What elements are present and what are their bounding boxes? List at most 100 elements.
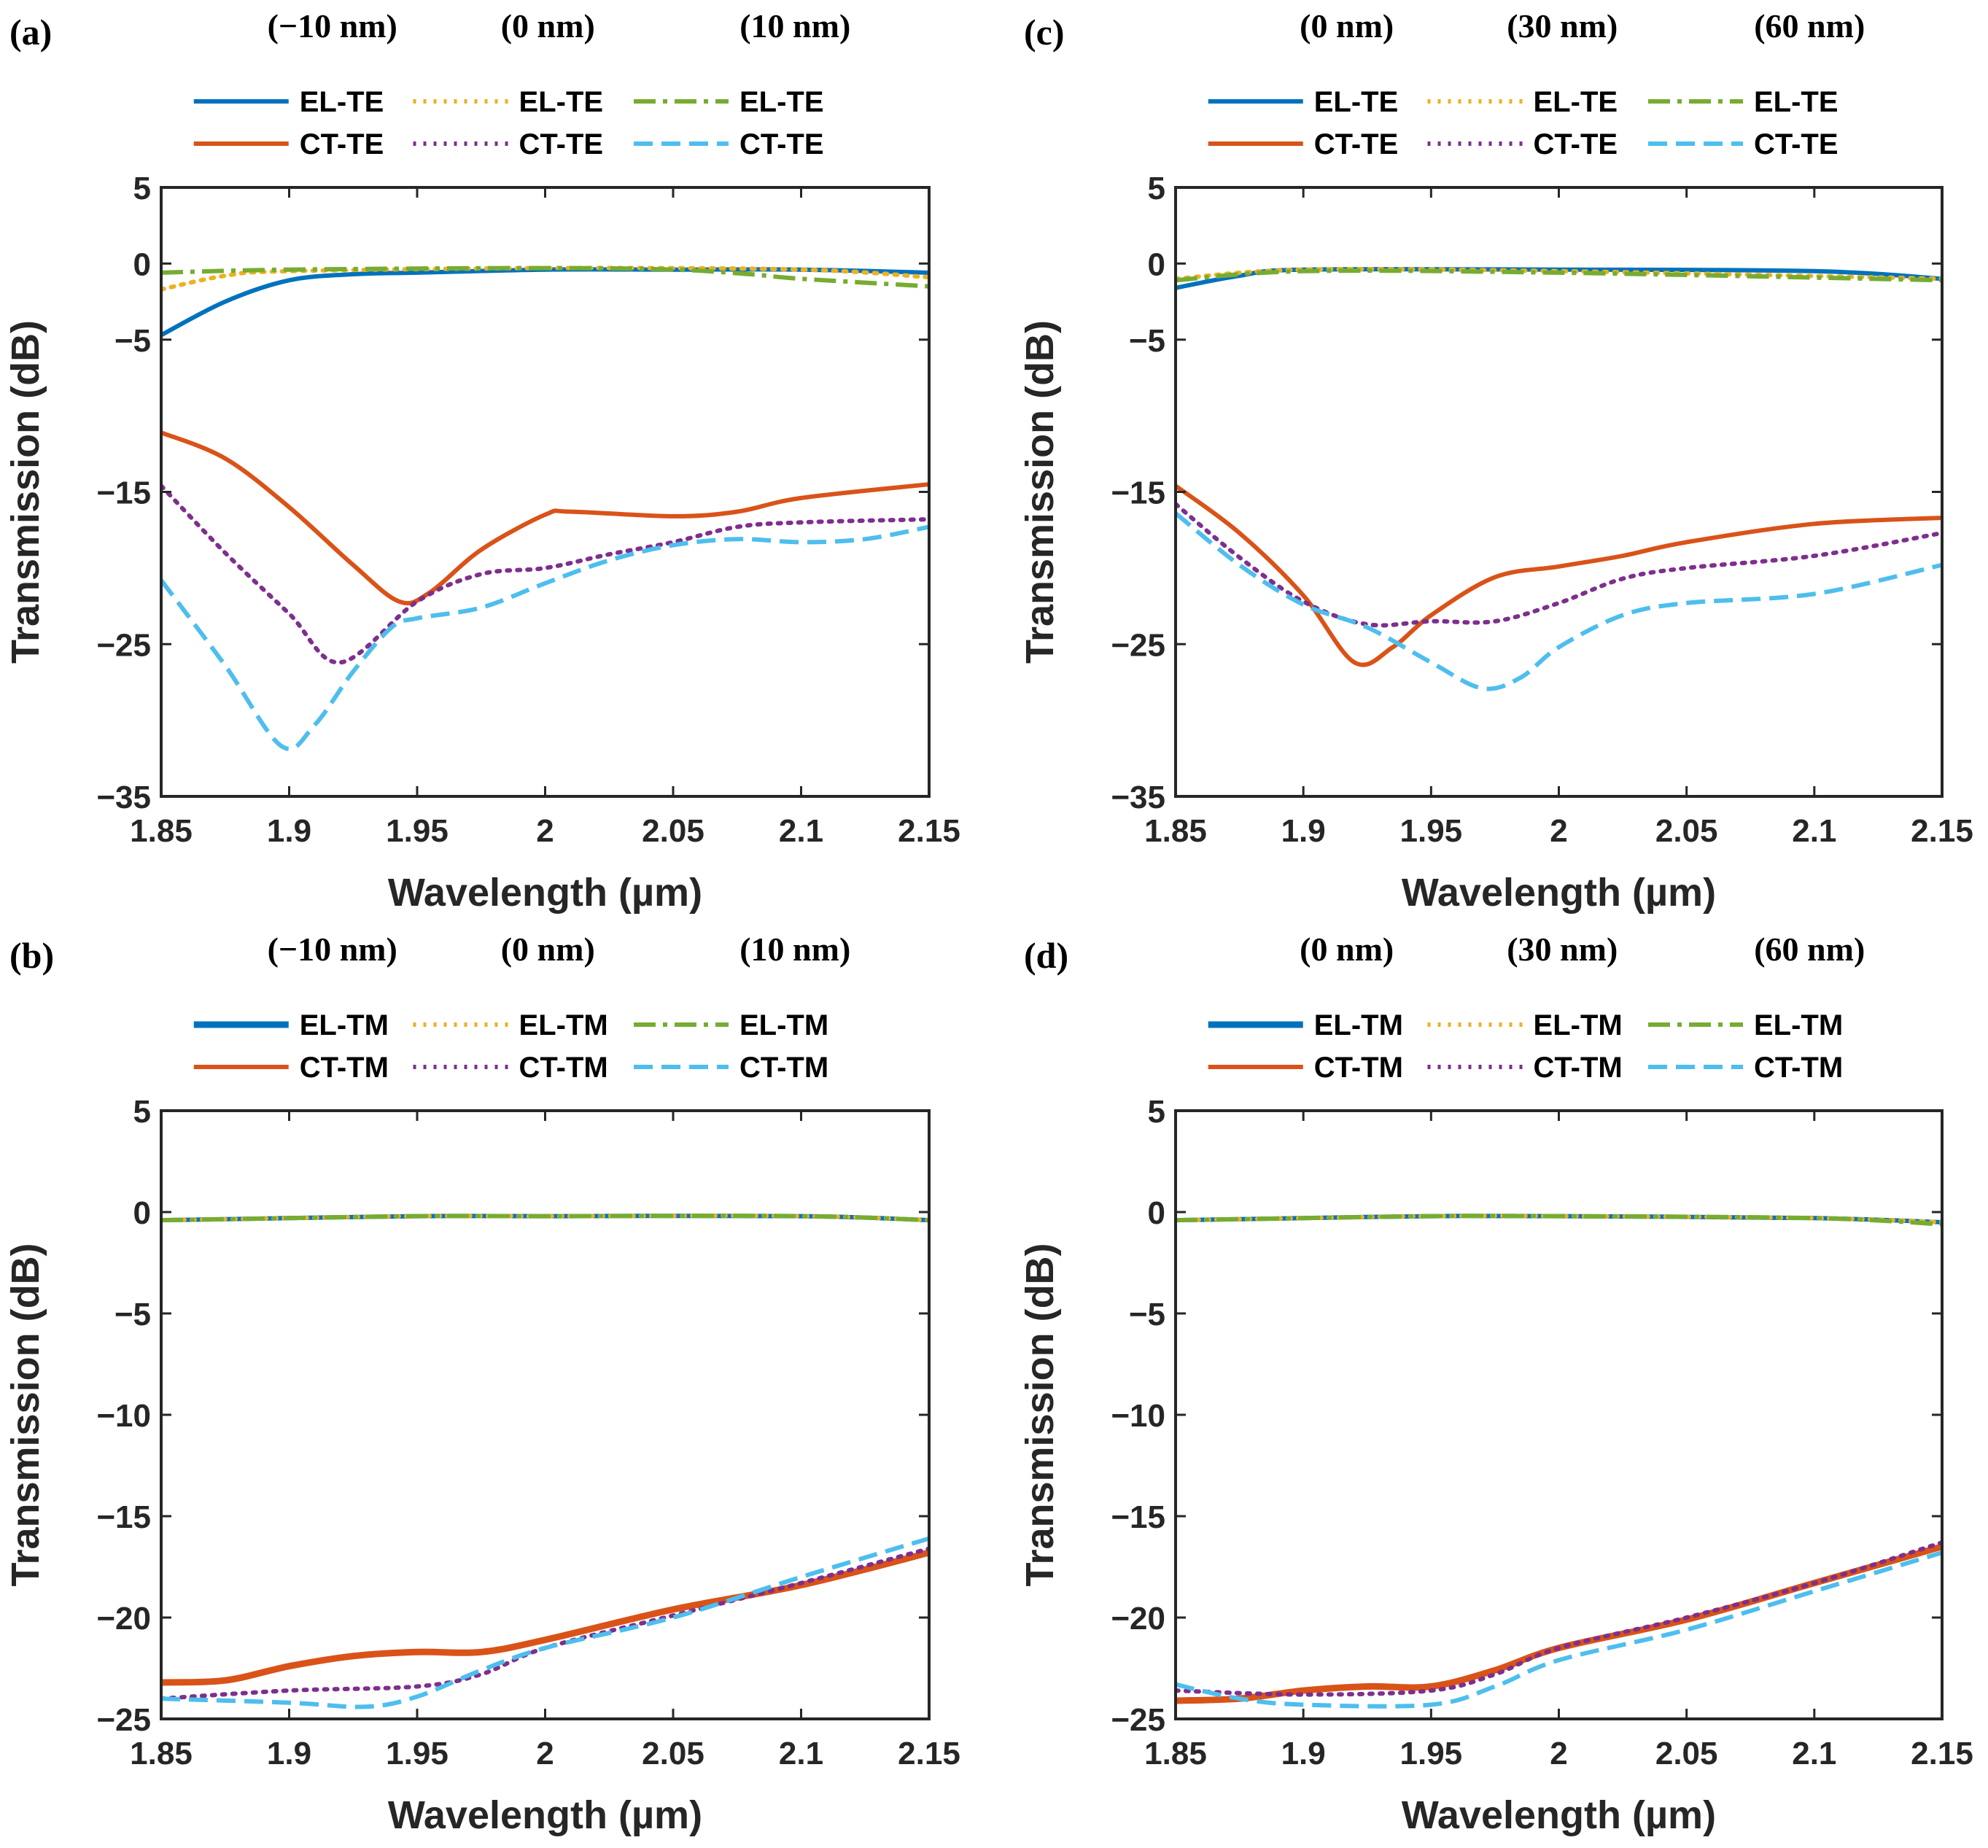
series-el-tm-green	[1176, 1214, 1942, 1227]
legend-label: CT-TM	[739, 1052, 828, 1084]
legend-label: EL-TE	[1314, 86, 1399, 118]
offset-header: (0 nm)	[1300, 7, 1394, 44]
y-tick-label: 5	[133, 171, 151, 206]
x-axis-label: Wavelength (µm)	[1402, 1793, 1716, 1837]
panel-c: (c) (0 nm) (30 nm) (60 nm) EL-TE CT-TE EL-TE CT…	[1018, 7, 1973, 915]
panel-label: (b)	[9, 935, 54, 976]
series-el-te-blue	[1176, 267, 1942, 290]
x-tick-label: 2.1	[1792, 1736, 1836, 1771]
legend-label: CT-TE	[300, 128, 384, 160]
legend-label: EL-TE	[739, 86, 824, 118]
x-axis-label: Wavelength (µm)	[388, 1793, 702, 1837]
legend-label: EL-TM	[519, 1009, 608, 1041]
y-tick-label: 0	[1148, 246, 1165, 282]
x-tick-label: 2	[1550, 813, 1567, 849]
y-tick-label: −5	[114, 1297, 151, 1332]
y-axis-label: Transmission (dB)	[1018, 320, 1062, 664]
x-tick-label: 2.05	[642, 1736, 704, 1771]
y-tick-label: −20	[96, 1601, 151, 1637]
series-el-te-green	[1176, 268, 1942, 283]
x-tick-label: 2.05	[642, 813, 704, 849]
x-tick-label: 2.05	[1655, 1736, 1718, 1771]
offset-header: (0 nm)	[501, 931, 595, 968]
legend-label: CT-TE	[1534, 128, 1618, 160]
series-ct-te-purple	[161, 484, 929, 665]
x-tick-label: 2.05	[1655, 813, 1718, 849]
x-tick-label: 2.15	[898, 1736, 960, 1771]
offset-header: (−10 nm)	[268, 7, 397, 44]
y-tick-label: −25	[1111, 1702, 1165, 1738]
y-tick-label: −10	[1111, 1398, 1165, 1434]
offset-header: (0 nm)	[1300, 931, 1394, 968]
offset-header: (30 nm)	[1507, 931, 1618, 968]
y-tick-label: −15	[96, 475, 151, 511]
y-tick-label: −25	[1111, 627, 1165, 663]
offset-header: (30 nm)	[1507, 7, 1618, 44]
legend-label: EL-TM	[300, 1009, 389, 1041]
legend-label: CT-TM	[1314, 1052, 1403, 1084]
x-axis-label: Wavelength (µm)	[388, 871, 702, 915]
x-tick-label: 1.9	[1281, 813, 1326, 849]
y-tick-label: 0	[1148, 1195, 1165, 1231]
x-tick-label: 1.85	[1144, 1736, 1207, 1771]
panel-label: (d)	[1024, 935, 1068, 976]
y-axis-label: Transmission (dB)	[1018, 1243, 1062, 1586]
legend-label: CT-TM	[519, 1052, 608, 1084]
x-tick-label: 2	[1550, 1736, 1567, 1771]
y-tick-label: 5	[1148, 1094, 1165, 1130]
x-tick-label: 2.1	[1792, 813, 1836, 849]
panel-a: (a) (−10 nm) (0 nm) (10 nm) EL-TE CT-TE EL-TE C…	[4, 7, 960, 915]
x-tick-label: 1.95	[1400, 813, 1463, 849]
axes-box	[160, 186, 931, 798]
x-tick-label: 1.85	[1144, 813, 1207, 849]
x-tick-label: 2.1	[779, 813, 823, 849]
legend-label: CT-TE	[519, 128, 604, 160]
y-tick-label: −25	[96, 1702, 151, 1738]
x-tick-label: 1.9	[267, 813, 311, 849]
offset-header: (10 nm)	[739, 931, 850, 968]
y-tick-label: 5	[133, 1094, 151, 1130]
x-tick-label: 1.95	[386, 813, 449, 849]
x-tick-label: 1.9	[267, 1736, 311, 1771]
series-ct-tm-cyan	[1176, 1550, 1942, 1709]
panel-b: (b) (−10 nm) (0 nm) (10 nm) EL-TM CT-TM EL-TM C…	[4, 931, 960, 1837]
legend-label: EL-TM	[1754, 1009, 1843, 1041]
series-ct-tm-cyan	[161, 1536, 929, 1709]
offset-header: (0 nm)	[501, 7, 595, 44]
x-tick-label: 1.9	[1281, 1736, 1326, 1771]
series-el-te-green	[161, 265, 929, 289]
legend-label: CT-TE	[1314, 128, 1399, 160]
x-tick-label: 1.95	[1400, 1736, 1463, 1771]
series-ct-te-purple	[1176, 502, 1942, 628]
y-tick-label: −25	[96, 627, 151, 663]
x-tick-label: 2	[536, 1736, 554, 1771]
offset-header: (60 nm)	[1754, 931, 1865, 968]
y-axis-label: Transmission (dB)	[4, 1243, 47, 1586]
legend-label: CT-TM	[1754, 1052, 1843, 1084]
x-tick-label: 1.95	[386, 1736, 449, 1771]
series-ct-te-orange	[1176, 484, 1942, 667]
series-el-tm-green	[161, 1214, 929, 1223]
x-tick-label: 2.15	[898, 813, 960, 849]
axes-box	[160, 1109, 931, 1720]
axes-box	[1174, 1109, 1944, 1720]
x-tick-label: 2.15	[1911, 1736, 1973, 1771]
y-tick-label: −5	[1129, 323, 1165, 359]
series-ct-tm-purple	[1176, 1540, 1942, 1697]
series-el-te-blue	[161, 267, 929, 338]
y-tick-label: −15	[96, 1499, 151, 1535]
panel-d: (d) (0 nm) (30 nm) (60 nm) EL-TM CT-TM EL-TM CT…	[1018, 931, 1973, 1837]
x-tick-label: 2.1	[779, 1736, 823, 1771]
y-tick-label: −20	[1111, 1601, 1165, 1637]
legend-label: EL-TE	[300, 86, 384, 118]
y-tick-label: 0	[133, 246, 151, 282]
series-ct-te-cyan	[1176, 511, 1942, 691]
legend-label: EL-TE	[1754, 86, 1838, 118]
legend-label: EL-TM	[1314, 1009, 1403, 1041]
y-tick-label: −5	[114, 323, 151, 359]
offset-header: (10 nm)	[739, 7, 850, 44]
legend-label: EL-TM	[739, 1009, 828, 1041]
offset-header: (60 nm)	[1754, 7, 1865, 44]
y-tick-label: −15	[1111, 475, 1165, 511]
